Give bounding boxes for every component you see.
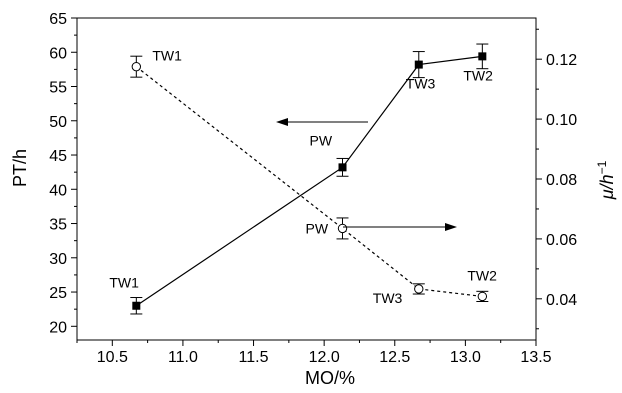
y-right-tick-label: 0.06 [546, 232, 577, 249]
y-right-axis-title-superscript: −1 [595, 160, 609, 174]
y-left-tick-label: 50 [49, 114, 67, 131]
y-right-tick-label: 0.10 [546, 112, 577, 129]
series-2-line [135, 66, 483, 298]
x-tick-label: 10.5 [97, 349, 128, 366]
data-point-circle [337, 223, 348, 234]
y-left-tick-label: 60 [49, 45, 67, 62]
data-point-circle [414, 284, 424, 294]
point-label: TW2 [467, 267, 497, 283]
point-label: TW1 [109, 275, 139, 291]
point-label: TW1 [152, 48, 182, 64]
x-tick-label: 12.5 [379, 349, 410, 366]
data-point-square [478, 52, 487, 61]
x-axis-title: MO/% [305, 368, 355, 388]
arrow-to-right-axis-head [445, 223, 457, 231]
y-left-tick-label: 45 [49, 148, 67, 165]
point-label: TW3 [406, 76, 436, 92]
data-point-circle [131, 61, 142, 72]
point-labels: TW1 PW TW3 TW2 TW1 PW TW3 TW2 [109, 48, 497, 306]
y-left-tick-label: 30 [49, 251, 67, 268]
y-right-tick-label: 0.12 [546, 52, 577, 69]
point-label: TW2 [463, 67, 493, 83]
point-label: TW3 [373, 290, 403, 306]
y-right-axis-title: μ/h−1 [595, 160, 617, 200]
x-tick-label: 11.5 [239, 349, 269, 366]
y-right-tick-label: 0.04 [546, 292, 577, 309]
point-label: PW [310, 132, 333, 148]
y-right-tick-label: 0.08 [546, 172, 577, 189]
data-point-square [414, 60, 423, 69]
y-right-axis-title-main: μ/h [597, 174, 617, 200]
plot-border [76, 17, 537, 341]
y-left-tick-label: 20 [49, 319, 67, 336]
series-markers [131, 52, 488, 310]
y-left-axis-title: PT/h [10, 149, 30, 187]
y-left-tick-label: 35 [49, 217, 67, 234]
plot-frame [76, 17, 537, 341]
y-right-axis: 0.04 0.06 0.08 0.10 0.12 [536, 28, 577, 330]
data-point-circle [477, 291, 488, 302]
y-left-tick-label: 25 [49, 285, 67, 302]
data-point-square [132, 301, 141, 310]
y-left-axis: 20 25 30 35 40 45 50 55 60 65 [49, 11, 77, 336]
y-left-tick-label: 40 [49, 182, 67, 199]
x-tick-label: 13.0 [450, 349, 481, 366]
x-tick-label: 12.0 [309, 349, 340, 366]
y-left-tick-label: 65 [49, 11, 67, 28]
point-label: PW [306, 220, 329, 236]
data-point-square [338, 163, 347, 172]
series-lines [135, 55, 483, 307]
x-tick-label: 13.5 [520, 349, 551, 366]
series-1-line [135, 55, 483, 307]
x-tick-label: 11.0 [168, 349, 198, 366]
axis-indicator-arrows [276, 118, 457, 231]
y-left-tick-label: 55 [49, 80, 67, 97]
x-axis: 10.5 11.0 11.5 12.0 12.5 13.0 13.5 [76, 340, 552, 366]
arrow-to-left-axis-head [276, 118, 288, 126]
